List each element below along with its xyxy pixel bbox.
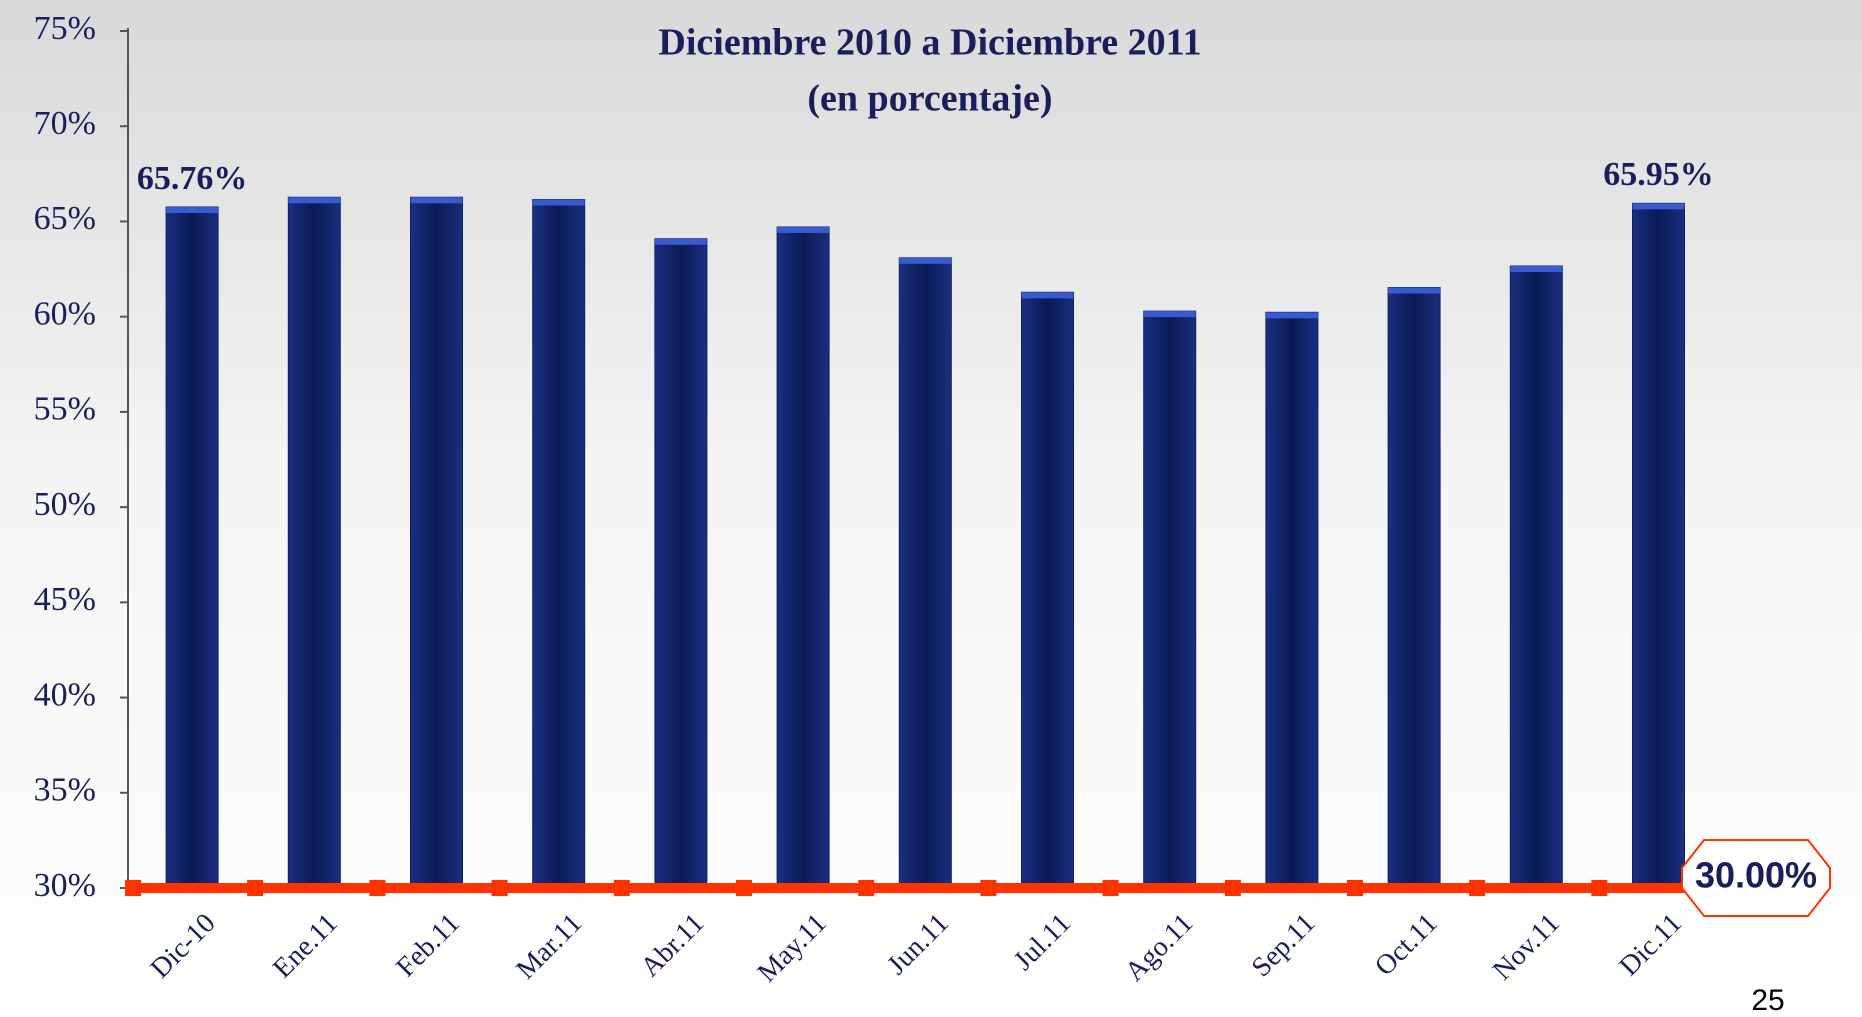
bar bbox=[654, 238, 708, 889]
y-tick-label: 55% bbox=[34, 391, 96, 428]
bar-cap bbox=[1021, 292, 1074, 299]
bar bbox=[1143, 310, 1197, 889]
data-label: 65.76% bbox=[137, 160, 248, 197]
y-tick-label: 65% bbox=[34, 200, 96, 237]
reference-marker bbox=[613, 880, 630, 896]
bar-cap bbox=[654, 238, 707, 245]
chart-subtitle: (en porcentaje) bbox=[807, 78, 1052, 120]
bar-cap bbox=[899, 257, 952, 264]
data-label: 65.95% bbox=[1603, 156, 1714, 193]
reference-marker bbox=[1591, 880, 1608, 896]
reference-marker bbox=[125, 880, 141, 896]
bar bbox=[1387, 287, 1441, 889]
y-tick-label: 60% bbox=[34, 295, 96, 332]
reference-marker bbox=[1347, 880, 1363, 896]
reference-marker bbox=[980, 880, 997, 896]
y-tick-label: 75% bbox=[34, 10, 96, 47]
bar-cap bbox=[410, 197, 463, 204]
bar bbox=[1265, 311, 1319, 889]
bar-cap bbox=[166, 206, 219, 213]
bar bbox=[776, 226, 830, 889]
reference-marker bbox=[1224, 880, 1241, 896]
bar bbox=[410, 196, 463, 889]
bar-cap bbox=[1632, 203, 1685, 210]
page-number: 25 bbox=[1751, 984, 1784, 1017]
y-tick-label: 70% bbox=[34, 105, 96, 142]
y-tick-label: 45% bbox=[34, 581, 96, 618]
bar-cap bbox=[288, 197, 341, 204]
reference-marker bbox=[491, 880, 508, 896]
bar bbox=[1021, 291, 1074, 889]
bar bbox=[532, 199, 586, 889]
reference-marker bbox=[1102, 880, 1119, 896]
chart-title: Diciembre 2010 a Diciembre 2011 bbox=[658, 22, 1201, 64]
reference-marker bbox=[369, 880, 386, 896]
bar-cap bbox=[777, 226, 830, 233]
bar-cap bbox=[1143, 311, 1196, 318]
y-tick-label: 50% bbox=[34, 486, 96, 523]
bar-cap bbox=[1265, 312, 1318, 319]
bar bbox=[1632, 202, 1685, 889]
reference-marker bbox=[858, 880, 875, 896]
y-tick-label: 40% bbox=[34, 676, 96, 713]
reference-label: 30.00% bbox=[1695, 855, 1817, 896]
bar bbox=[165, 206, 219, 889]
reference-marker bbox=[247, 880, 264, 896]
y-tick-label: 30% bbox=[34, 867, 96, 904]
reference-marker bbox=[736, 880, 752, 896]
reference-label-box bbox=[1681, 839, 1831, 917]
bar bbox=[287, 196, 341, 889]
bar-cap bbox=[1388, 287, 1441, 294]
bar bbox=[1509, 265, 1563, 889]
reference-marker bbox=[1469, 880, 1486, 896]
y-tick-label: 35% bbox=[34, 772, 96, 809]
bar-cap bbox=[532, 199, 585, 206]
bar bbox=[898, 257, 952, 889]
bar-cap bbox=[1510, 266, 1563, 273]
